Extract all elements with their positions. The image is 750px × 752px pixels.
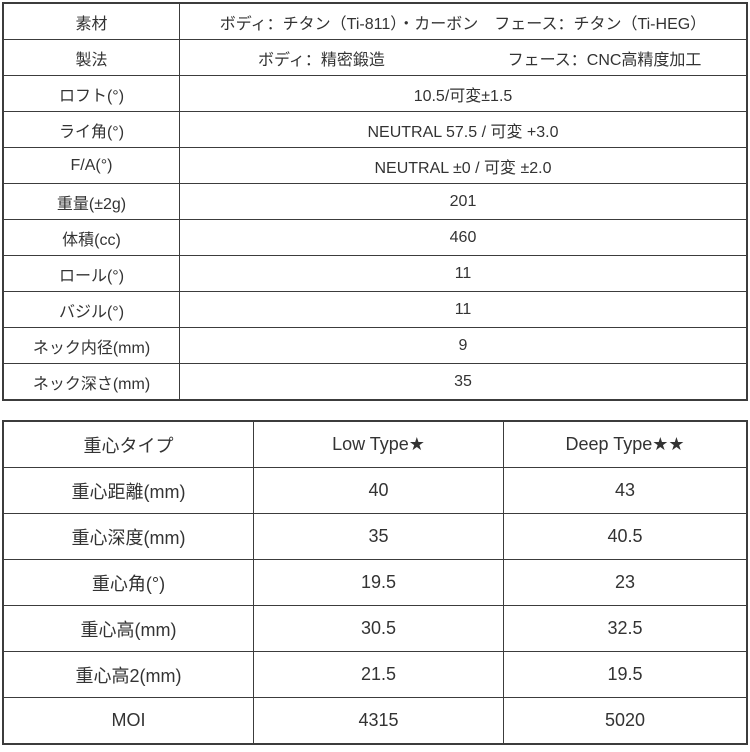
spec-label-neck-bore: ネック内径(mm): [2, 327, 180, 364]
cg-low-height: 30.5: [253, 605, 504, 652]
method-face: フェース：CNC高精度加工: [507, 51, 702, 69]
cg-label-depth: 重心深度(mm): [2, 513, 254, 560]
table-row: 重心高2(mm) 21.5 19.5: [2, 651, 748, 698]
cg-header-type: 重心タイプ: [2, 420, 254, 468]
cg-label-distance: 重心距離(mm): [2, 467, 254, 514]
spec-value-neck-depth: 35: [179, 363, 748, 401]
spec-value-loft: 10.5/可変±1.5: [179, 75, 748, 112]
table-row: 素材 ボディ：チタン（Ti-811）・カーボン フェース：チタン（Ti-HEG）: [2, 2, 748, 40]
method-body: ボディ：精密鍛造: [258, 51, 385, 69]
table-row: 重心距離(mm) 40 43: [2, 467, 748, 514]
spec-value-method: ボディ：精密鍛造 フェース：CNC高精度加工: [179, 39, 748, 76]
table-row: バジル(°) 11: [2, 291, 748, 328]
cg-header-deep: Deep Type★★: [503, 420, 748, 468]
cg-low-angle: 19.5: [253, 559, 504, 606]
table-row: 重心高(mm) 30.5 32.5: [2, 605, 748, 652]
method-split: ボディ：精密鍛造 フェース：CNC高精度加工: [180, 46, 746, 70]
cg-low-height2: 21.5: [253, 651, 504, 698]
table-row: 製法 ボディ：精密鍛造 フェース：CNC高精度加工: [2, 39, 748, 76]
table-row: ロール(°) 11: [2, 255, 748, 292]
spec-label-roll: ロール(°): [2, 255, 180, 292]
cg-low-depth: 35: [253, 513, 504, 560]
cg-deep-height2: 19.5: [503, 651, 748, 698]
table-row: 重量(±2g) 201: [2, 183, 748, 220]
spec-label-bulge: バジル(°): [2, 291, 180, 328]
spec-label-volume: 体積(cc): [2, 219, 180, 256]
table-row: F/A(°) NEUTRAL ±0 / 可変 ±2.0: [2, 147, 748, 184]
cg-deep-depth: 40.5: [503, 513, 748, 560]
table-row: 体積(cc) 460: [2, 219, 748, 256]
table-row: ライ角(°) NEUTRAL 57.5 / 可変 +3.0: [2, 111, 748, 148]
spec-label-fa: F/A(°): [2, 147, 180, 184]
spec-value-fa: NEUTRAL ±0 / 可変 ±2.0: [179, 147, 748, 184]
table-header-row: 重心タイプ Low Type★ Deep Type★★: [2, 420, 748, 468]
table-row: ネック内径(mm) 9: [2, 327, 748, 364]
spec-value-bulge: 11: [179, 291, 748, 328]
cg-deep-distance: 43: [503, 467, 748, 514]
spec-label-material: 素材: [2, 2, 180, 40]
cg-table: 重心タイプ Low Type★ Deep Type★★ 重心距離(mm) 40 …: [2, 420, 748, 745]
table-row: ロフト(°) 10.5/可変±1.5: [2, 75, 748, 112]
table-row: 重心角(°) 19.5 23: [2, 559, 748, 606]
cg-deep-angle: 23: [503, 559, 748, 606]
spec-value-material: ボディ：チタン（Ti-811）・カーボン フェース：チタン（Ti-HEG）: [179, 2, 748, 40]
spec-value-volume: 460: [179, 219, 748, 256]
cg-low-distance: 40: [253, 467, 504, 514]
table-row: MOI 4315 5020: [2, 697, 748, 745]
cg-low-moi: 4315: [253, 697, 504, 745]
table-row: 重心深度(mm) 35 40.5: [2, 513, 748, 560]
spec-value-neck-bore: 9: [179, 327, 748, 364]
cg-label-height2: 重心高2(mm): [2, 651, 254, 698]
spec-table: 素材 ボディ：チタン（Ti-811）・カーボン フェース：チタン（Ti-HEG）…: [2, 2, 748, 401]
spec-label-loft: ロフト(°): [2, 75, 180, 112]
cg-deep-moi: 5020: [503, 697, 748, 745]
cg-deep-height: 32.5: [503, 605, 748, 652]
spec-label-lie: ライ角(°): [2, 111, 180, 148]
spec-value-weight: 201: [179, 183, 748, 220]
cg-header-low: Low Type★: [253, 420, 504, 468]
cg-label-angle: 重心角(°): [2, 559, 254, 606]
table-row: ネック深さ(mm) 35: [2, 363, 748, 401]
cg-label-moi: MOI: [2, 697, 254, 745]
spec-value-lie: NEUTRAL 57.5 / 可変 +3.0: [179, 111, 748, 148]
spec-value-roll: 11: [179, 255, 748, 292]
spec-label-method: 製法: [2, 39, 180, 76]
spec-label-weight: 重量(±2g): [2, 183, 180, 220]
spec-label-neck-depth: ネック深さ(mm): [2, 363, 180, 401]
cg-label-height: 重心高(mm): [2, 605, 254, 652]
